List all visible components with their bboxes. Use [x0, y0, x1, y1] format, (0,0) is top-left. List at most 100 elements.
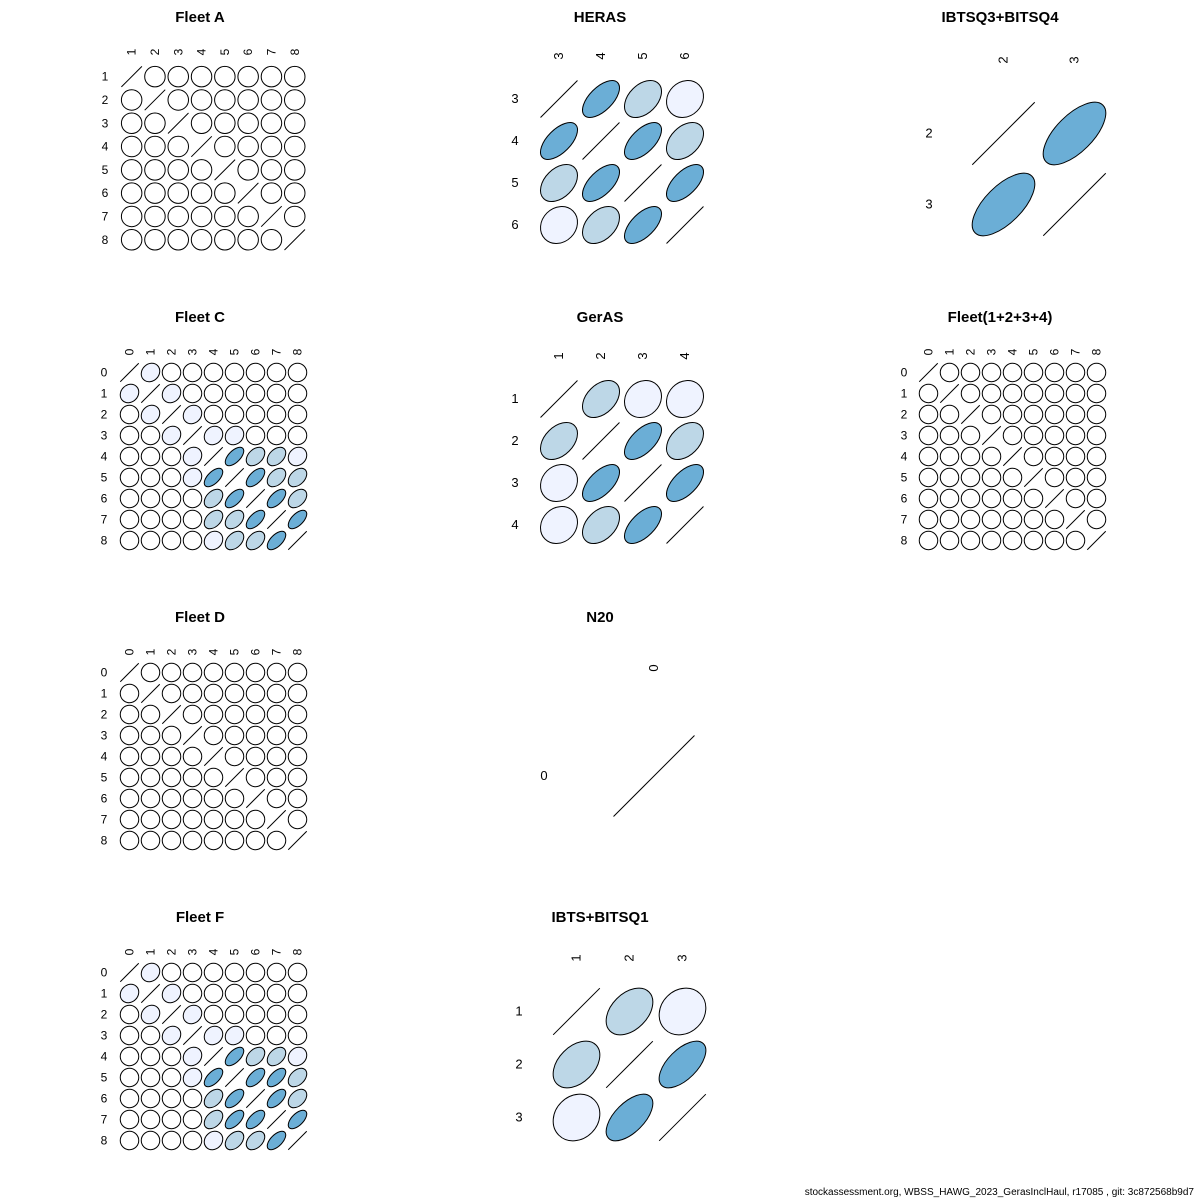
- correlation-ellipse: [140, 530, 161, 551]
- correlation-ellipse: [1044, 404, 1065, 425]
- correlation-ellipse: [939, 425, 960, 446]
- correlation-ellipse: [1086, 467, 1107, 488]
- correlation-ellipse: [182, 446, 203, 467]
- correlation-ellipse: [167, 228, 190, 251]
- correlation-ellipse: [287, 383, 308, 404]
- correlation-ellipse: [182, 530, 203, 551]
- diagonal-mark: [1065, 509, 1086, 530]
- correlation-ellipse: [960, 509, 981, 530]
- correlation-ellipse: [182, 683, 203, 704]
- diagonal-mark: [266, 509, 287, 530]
- diagonal-mark: [666, 506, 704, 544]
- correlation-ellipse: [666, 122, 704, 160]
- correlation-ellipse: [182, 962, 203, 983]
- panel-7: N20 0 0: [540, 609, 695, 817]
- column-label: 2: [622, 954, 637, 961]
- correlation-ellipse: [287, 683, 308, 704]
- correlation-ellipse: [182, 404, 203, 425]
- correlation-ellipse: [266, 725, 287, 746]
- correlation-ellipse: [214, 89, 236, 111]
- correlation-ellipse: [918, 404, 939, 425]
- diagonal-mark: [1023, 467, 1044, 488]
- diagonal-mark: [224, 1067, 245, 1088]
- diagonal-mark: [140, 983, 161, 1004]
- row-label: 7: [102, 209, 109, 223]
- correlation-ellipse: [182, 488, 203, 509]
- correlation-ellipse: [224, 383, 245, 404]
- correlation-ellipse: [161, 767, 182, 788]
- correlation-ellipse: [119, 1067, 140, 1088]
- diagonal-mark: [666, 206, 704, 244]
- correlation-ellipse: [224, 1004, 245, 1025]
- column-label: 4: [677, 352, 692, 359]
- correlation-ellipse: [140, 788, 161, 809]
- correlation-ellipse: [287, 404, 308, 425]
- correlation-ellipse: [287, 488, 308, 509]
- correlation-ellipse: [1086, 488, 1107, 509]
- correlation-ellipse: [260, 159, 283, 181]
- column-label: 1: [144, 348, 158, 355]
- column-label: 2: [165, 648, 179, 655]
- panel-title: Fleet F: [176, 909, 224, 926]
- correlation-ellipse: [203, 725, 224, 746]
- correlation-ellipse: [918, 383, 939, 404]
- correlation-ellipse: [918, 467, 939, 488]
- row-label: 7: [101, 813, 108, 827]
- column-label: 4: [593, 52, 608, 59]
- panel-title: IBTSQ3+BITSQ4: [941, 9, 1059, 26]
- correlation-ellipse: [119, 1046, 140, 1067]
- diagonal-mark: [161, 1004, 182, 1025]
- correlation-ellipse: [939, 446, 960, 467]
- row-label: 6: [901, 492, 908, 506]
- correlation-ellipse: [182, 1067, 203, 1088]
- correlation-ellipse: [190, 205, 213, 228]
- correlation-ellipse: [224, 509, 245, 530]
- correlation-ellipse: [245, 1067, 266, 1088]
- correlation-ellipse: [119, 446, 140, 467]
- correlation-ellipse: [144, 159, 166, 181]
- correlation-ellipse: [203, 1088, 224, 1109]
- correlation-ellipse: [960, 467, 981, 488]
- correlation-ellipse: [540, 122, 578, 160]
- correlation-ellipse: [266, 983, 287, 1004]
- correlation-ellipse: [119, 788, 140, 809]
- correlation-ellipse: [214, 65, 236, 88]
- correlation-ellipse: [287, 467, 308, 488]
- diagonal-mark: [605, 1040, 654, 1089]
- correlation-ellipse: [939, 362, 960, 383]
- column-label: 2: [165, 948, 179, 955]
- correlation-ellipse: [266, 404, 287, 425]
- column-label: 6: [1048, 348, 1062, 355]
- diagonal-mark: [245, 488, 266, 509]
- correlation-ellipse: [287, 509, 308, 530]
- correlation-ellipse: [119, 1088, 140, 1109]
- column-label: 3: [675, 954, 690, 961]
- correlation-ellipse: [224, 488, 245, 509]
- correlation-ellipse: [224, 725, 245, 746]
- diagonal-mark: [245, 1088, 266, 1109]
- column-label: 5: [218, 48, 232, 55]
- correlation-ellipse: [120, 135, 143, 158]
- correlation-ellipse: [245, 1004, 266, 1025]
- correlation-ellipse: [1065, 404, 1086, 425]
- correlation-ellipse: [960, 488, 981, 509]
- diagonal-mark: [144, 89, 166, 111]
- diagonal-mark: [140, 383, 161, 404]
- row-label: 3: [511, 475, 518, 490]
- correlation-ellipse: [540, 464, 578, 502]
- correlation-ellipse: [140, 1130, 161, 1151]
- correlation-ellipse: [245, 1109, 266, 1130]
- column-label: 1: [943, 348, 957, 355]
- correlation-ellipse: [119, 983, 140, 1004]
- correlation-ellipse: [245, 830, 266, 851]
- row-label: 6: [101, 1092, 108, 1106]
- correlation-ellipse: [1023, 425, 1044, 446]
- correlation-ellipse: [237, 228, 259, 251]
- diagonal-mark: [140, 683, 161, 704]
- correlation-ellipse: [287, 1046, 308, 1067]
- correlation-ellipse: [260, 112, 283, 135]
- diagonal-mark: [161, 704, 182, 725]
- correlation-ellipse: [283, 89, 306, 111]
